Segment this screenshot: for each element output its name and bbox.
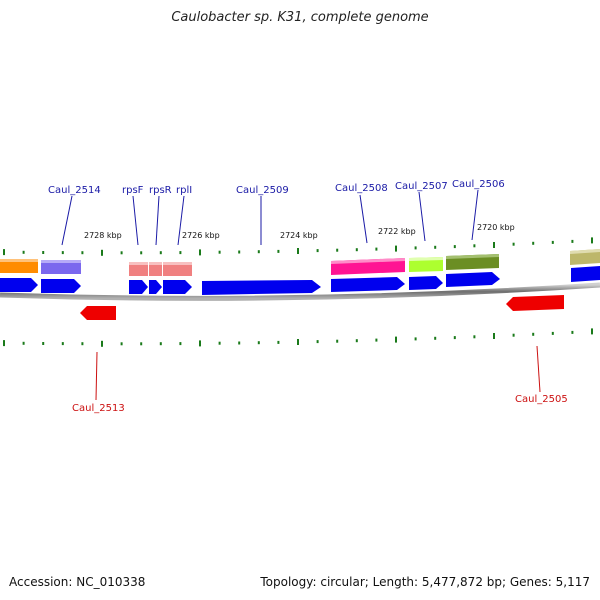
scale-label: 2720 kbp bbox=[477, 223, 515, 232]
leader-line bbox=[359, 194, 368, 244]
forward-cds-arrow[interactable] bbox=[202, 280, 321, 295]
reverse-cds-arrow[interactable] bbox=[80, 306, 116, 320]
forward-cds-track bbox=[0, 266, 600, 295]
leader-line bbox=[155, 195, 160, 246]
gene-label[interactable]: Caul_2506 bbox=[452, 179, 505, 190]
reverse-gene-labels: Caul_2513 Caul_2505 bbox=[72, 394, 568, 414]
forward-tick-row bbox=[3, 237, 593, 256]
leader-line bbox=[177, 195, 185, 246]
reverse-cds-arrow[interactable] bbox=[506, 295, 564, 311]
leader-line bbox=[61, 195, 73, 246]
scale-label: 2728 kbp bbox=[84, 231, 122, 240]
gene-label[interactable]: Caul_2505 bbox=[515, 394, 568, 405]
gene-label[interactable]: Caul_2509 bbox=[236, 185, 289, 196]
forward-cds-arrow[interactable] bbox=[446, 272, 500, 287]
cog-blocks bbox=[0, 249, 600, 276]
gene-label[interactable]: Caul_2508 bbox=[335, 183, 388, 194]
cog-block bbox=[409, 257, 443, 272]
cog-block bbox=[41, 260, 81, 274]
gene-label[interactable]: Caul_2513 bbox=[72, 403, 125, 414]
map-title: Caulobacter sp. K31, complete genome bbox=[171, 10, 429, 25]
forward-cds-arrow[interactable] bbox=[409, 276, 443, 290]
cog-block bbox=[149, 262, 162, 276]
gene-label[interactable]: rpsF bbox=[122, 185, 144, 196]
genome-backbone bbox=[0, 282, 600, 301]
leader-line bbox=[132, 195, 139, 246]
gene-label[interactable]: Caul_2514 bbox=[48, 185, 101, 196]
forward-leader-lines bbox=[61, 189, 479, 246]
leader-line bbox=[471, 189, 479, 241]
forward-cds-arrow[interactable] bbox=[41, 279, 81, 293]
leader-line bbox=[95, 351, 98, 401]
accession-text: Accession: NC_010338 bbox=[9, 575, 146, 589]
leader-line bbox=[536, 345, 541, 393]
reverse-cds-track bbox=[80, 295, 564, 320]
cog-block bbox=[331, 258, 405, 275]
forward-cds-arrow[interactable] bbox=[163, 280, 192, 294]
forward-cds-arrow[interactable] bbox=[129, 280, 148, 294]
reverse-tick-row bbox=[3, 328, 593, 347]
gene-label[interactable]: rpsR bbox=[149, 185, 172, 196]
cog-block bbox=[0, 259, 38, 273]
leader-line bbox=[418, 191, 426, 242]
forward-cds-arrow[interactable] bbox=[149, 280, 162, 294]
scale-label: 2724 kbp bbox=[280, 231, 318, 240]
forward-cds-arrow[interactable] bbox=[571, 266, 600, 282]
forward-cds-arrow[interactable] bbox=[0, 278, 38, 292]
forward-cds-arrow[interactable] bbox=[331, 277, 405, 292]
reverse-leader-lines bbox=[95, 345, 541, 401]
cog-block bbox=[129, 262, 148, 276]
cog-block bbox=[163, 262, 192, 276]
genome-summary-text: Topology: circular; Length: 5,477,872 bp… bbox=[260, 575, 590, 589]
scale-label: 2722 kbp bbox=[378, 227, 416, 236]
scale-label: 2726 kbp bbox=[182, 231, 220, 240]
gene-label[interactable]: Caul_2507 bbox=[395, 181, 448, 192]
forward-gene-labels: Caul_2514 rpsF rpsR rplI Caul_2509 Caul_… bbox=[48, 179, 505, 196]
cog-block bbox=[446, 254, 499, 270]
scale-labels: 2728 kbp 2726 kbp 2724 kbp 2722 kbp 2720… bbox=[84, 223, 515, 240]
gene-label[interactable]: rplI bbox=[176, 185, 192, 196]
cog-block bbox=[570, 249, 600, 265]
